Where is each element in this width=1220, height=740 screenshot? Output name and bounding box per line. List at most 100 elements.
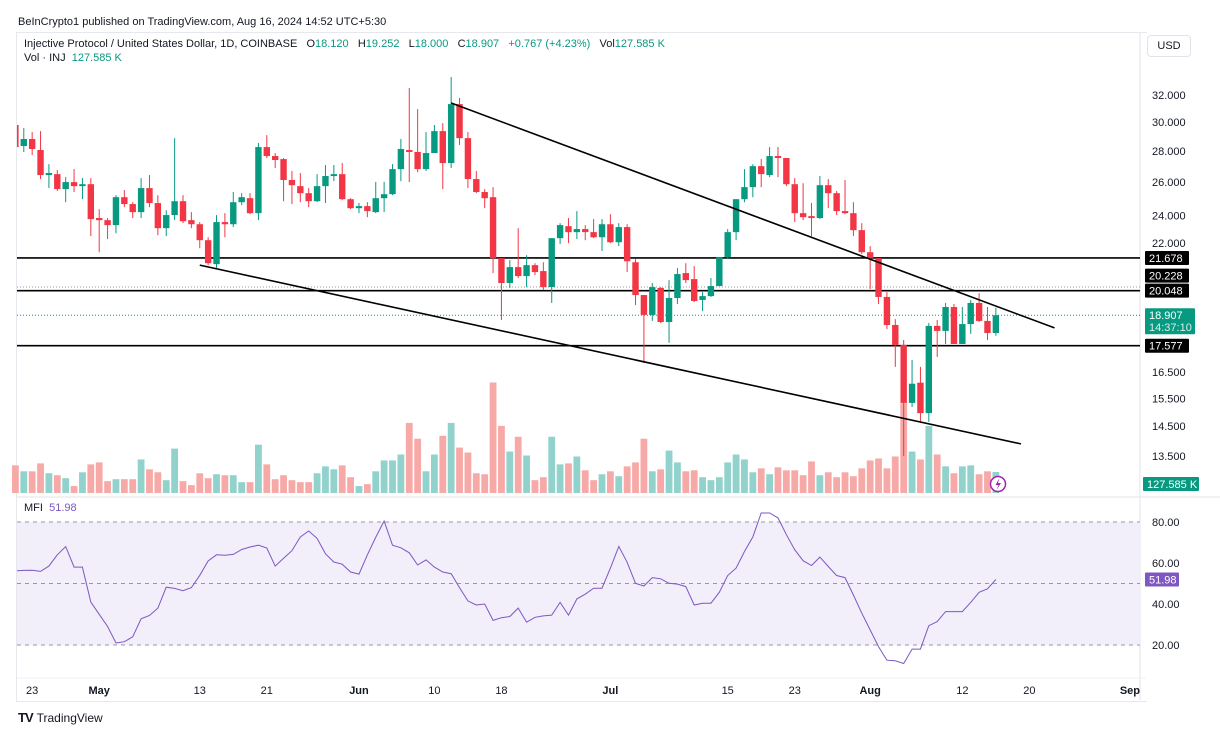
low-label: L: [408, 38, 415, 50]
candle-body: [732, 199, 740, 233]
candle-body: [883, 296, 891, 325]
volume-bar: [397, 454, 405, 493]
level-badge: [1145, 268, 1189, 283]
candle-body: [380, 194, 388, 199]
close-label: C: [457, 38, 466, 50]
trendline[interactable]: [199, 264, 1022, 445]
candle-body: [892, 324, 899, 345]
volume-bar: [204, 478, 212, 493]
time-tick-label: Jun: [349, 685, 369, 697]
candle-body: [439, 131, 446, 164]
volume-bar: [137, 459, 145, 493]
mfi-value-badge: [1145, 572, 1179, 587]
candle-body: [774, 156, 782, 159]
price-tick-label: 22.000: [1152, 238, 1186, 250]
volume-bar: [95, 462, 103, 493]
volume-bar: [70, 486, 78, 493]
candle-body: [163, 215, 170, 229]
volume-bar: [573, 456, 581, 493]
volume-bar: [984, 471, 991, 493]
bar-countdown-label: 14:37:10: [1149, 322, 1192, 334]
volume-bar: [565, 463, 572, 493]
candle-body: [179, 201, 187, 222]
volume-bar: [950, 473, 958, 493]
volume-bar: [154, 472, 162, 493]
volume-bar: [372, 471, 380, 493]
publish-info: BeInCrypto1 published on TradingView.com…: [18, 16, 387, 28]
candle-body: [17, 125, 19, 148]
price-tick-label: 26.000: [1152, 177, 1186, 189]
candle-body: [481, 192, 488, 199]
time-tick-label: 12: [956, 685, 968, 697]
volume-bar: [908, 451, 916, 493]
candle-body: [389, 169, 396, 195]
candle-body: [506, 267, 514, 283]
candle-body: [934, 325, 941, 331]
candle-body: [305, 193, 312, 202]
price-tick-label: 28.000: [1152, 146, 1186, 158]
candle-body: [975, 302, 983, 321]
candle-body: [548, 238, 555, 288]
candle-body: [523, 265, 530, 277]
candle-body: [833, 193, 840, 212]
volume-bar: [305, 482, 313, 493]
volume-bar: [28, 471, 36, 493]
level-badge-label: 17.577: [1149, 341, 1183, 353]
candle-body: [623, 227, 631, 262]
candle-body: [632, 262, 639, 296]
last-price-badge: [1145, 308, 1195, 335]
candle-body: [20, 139, 27, 147]
volume-bar: [891, 456, 899, 493]
volume-bar: [883, 468, 891, 493]
candle-body: [640, 295, 648, 315]
volume-bar: [539, 477, 547, 493]
mfi-value-badge-label: 51.98: [1149, 574, 1177, 586]
mfi-line: [17, 512, 997, 665]
candle-body: [565, 226, 572, 233]
candle-body: [841, 211, 849, 214]
time-tick-label: 10: [428, 685, 440, 697]
symbol-title: Injective Protocol / United States Dolla…: [24, 38, 298, 50]
candle-body: [917, 382, 924, 414]
candle-body: [221, 222, 229, 225]
candle-body: [942, 307, 949, 331]
candle-body: [925, 325, 933, 414]
volume-bar: [414, 438, 422, 493]
close-value: 18.907: [465, 38, 500, 50]
candle-body: [431, 131, 438, 154]
candle-body: [741, 187, 748, 200]
candle-body: [799, 213, 807, 218]
volume-bar: [146, 469, 153, 493]
trendline[interactable]: [450, 102, 1055, 329]
volume-bar: [347, 477, 354, 493]
currency-button[interactable]: USD: [1147, 35, 1191, 57]
vol-label: Vol: [599, 38, 615, 50]
volume-bar: [833, 477, 841, 493]
volume-bar: [632, 462, 639, 493]
candle-body: [875, 258, 882, 297]
change-value: +0.767 (+4.23%): [508, 38, 591, 50]
candle-body: [716, 257, 723, 287]
candle-body: [850, 213, 857, 231]
candle-body: [280, 159, 287, 181]
candle-body: [347, 199, 354, 209]
volume-bar: [791, 470, 799, 493]
volume-bar: [179, 481, 187, 493]
price-tick-label: 14.500: [1152, 421, 1186, 433]
volume-bar: [363, 484, 371, 493]
candles: [17, 77, 1000, 457]
candle-body: [263, 147, 270, 157]
volume-bar: [506, 451, 514, 493]
volume-bar: [238, 482, 246, 493]
volume-bar: [942, 466, 949, 493]
volume-bar: [858, 468, 866, 493]
volume-bar: [37, 463, 44, 493]
volume-bar: [229, 475, 237, 493]
volume-bar: [615, 476, 623, 493]
tradingview-logo[interactable]: TV TradingView: [18, 710, 103, 725]
vol-value: 127.585 K: [614, 38, 665, 50]
last-price-label: 18.907: [1149, 310, 1183, 322]
candle-body: [28, 139, 36, 150]
candle-body: [573, 229, 581, 233]
